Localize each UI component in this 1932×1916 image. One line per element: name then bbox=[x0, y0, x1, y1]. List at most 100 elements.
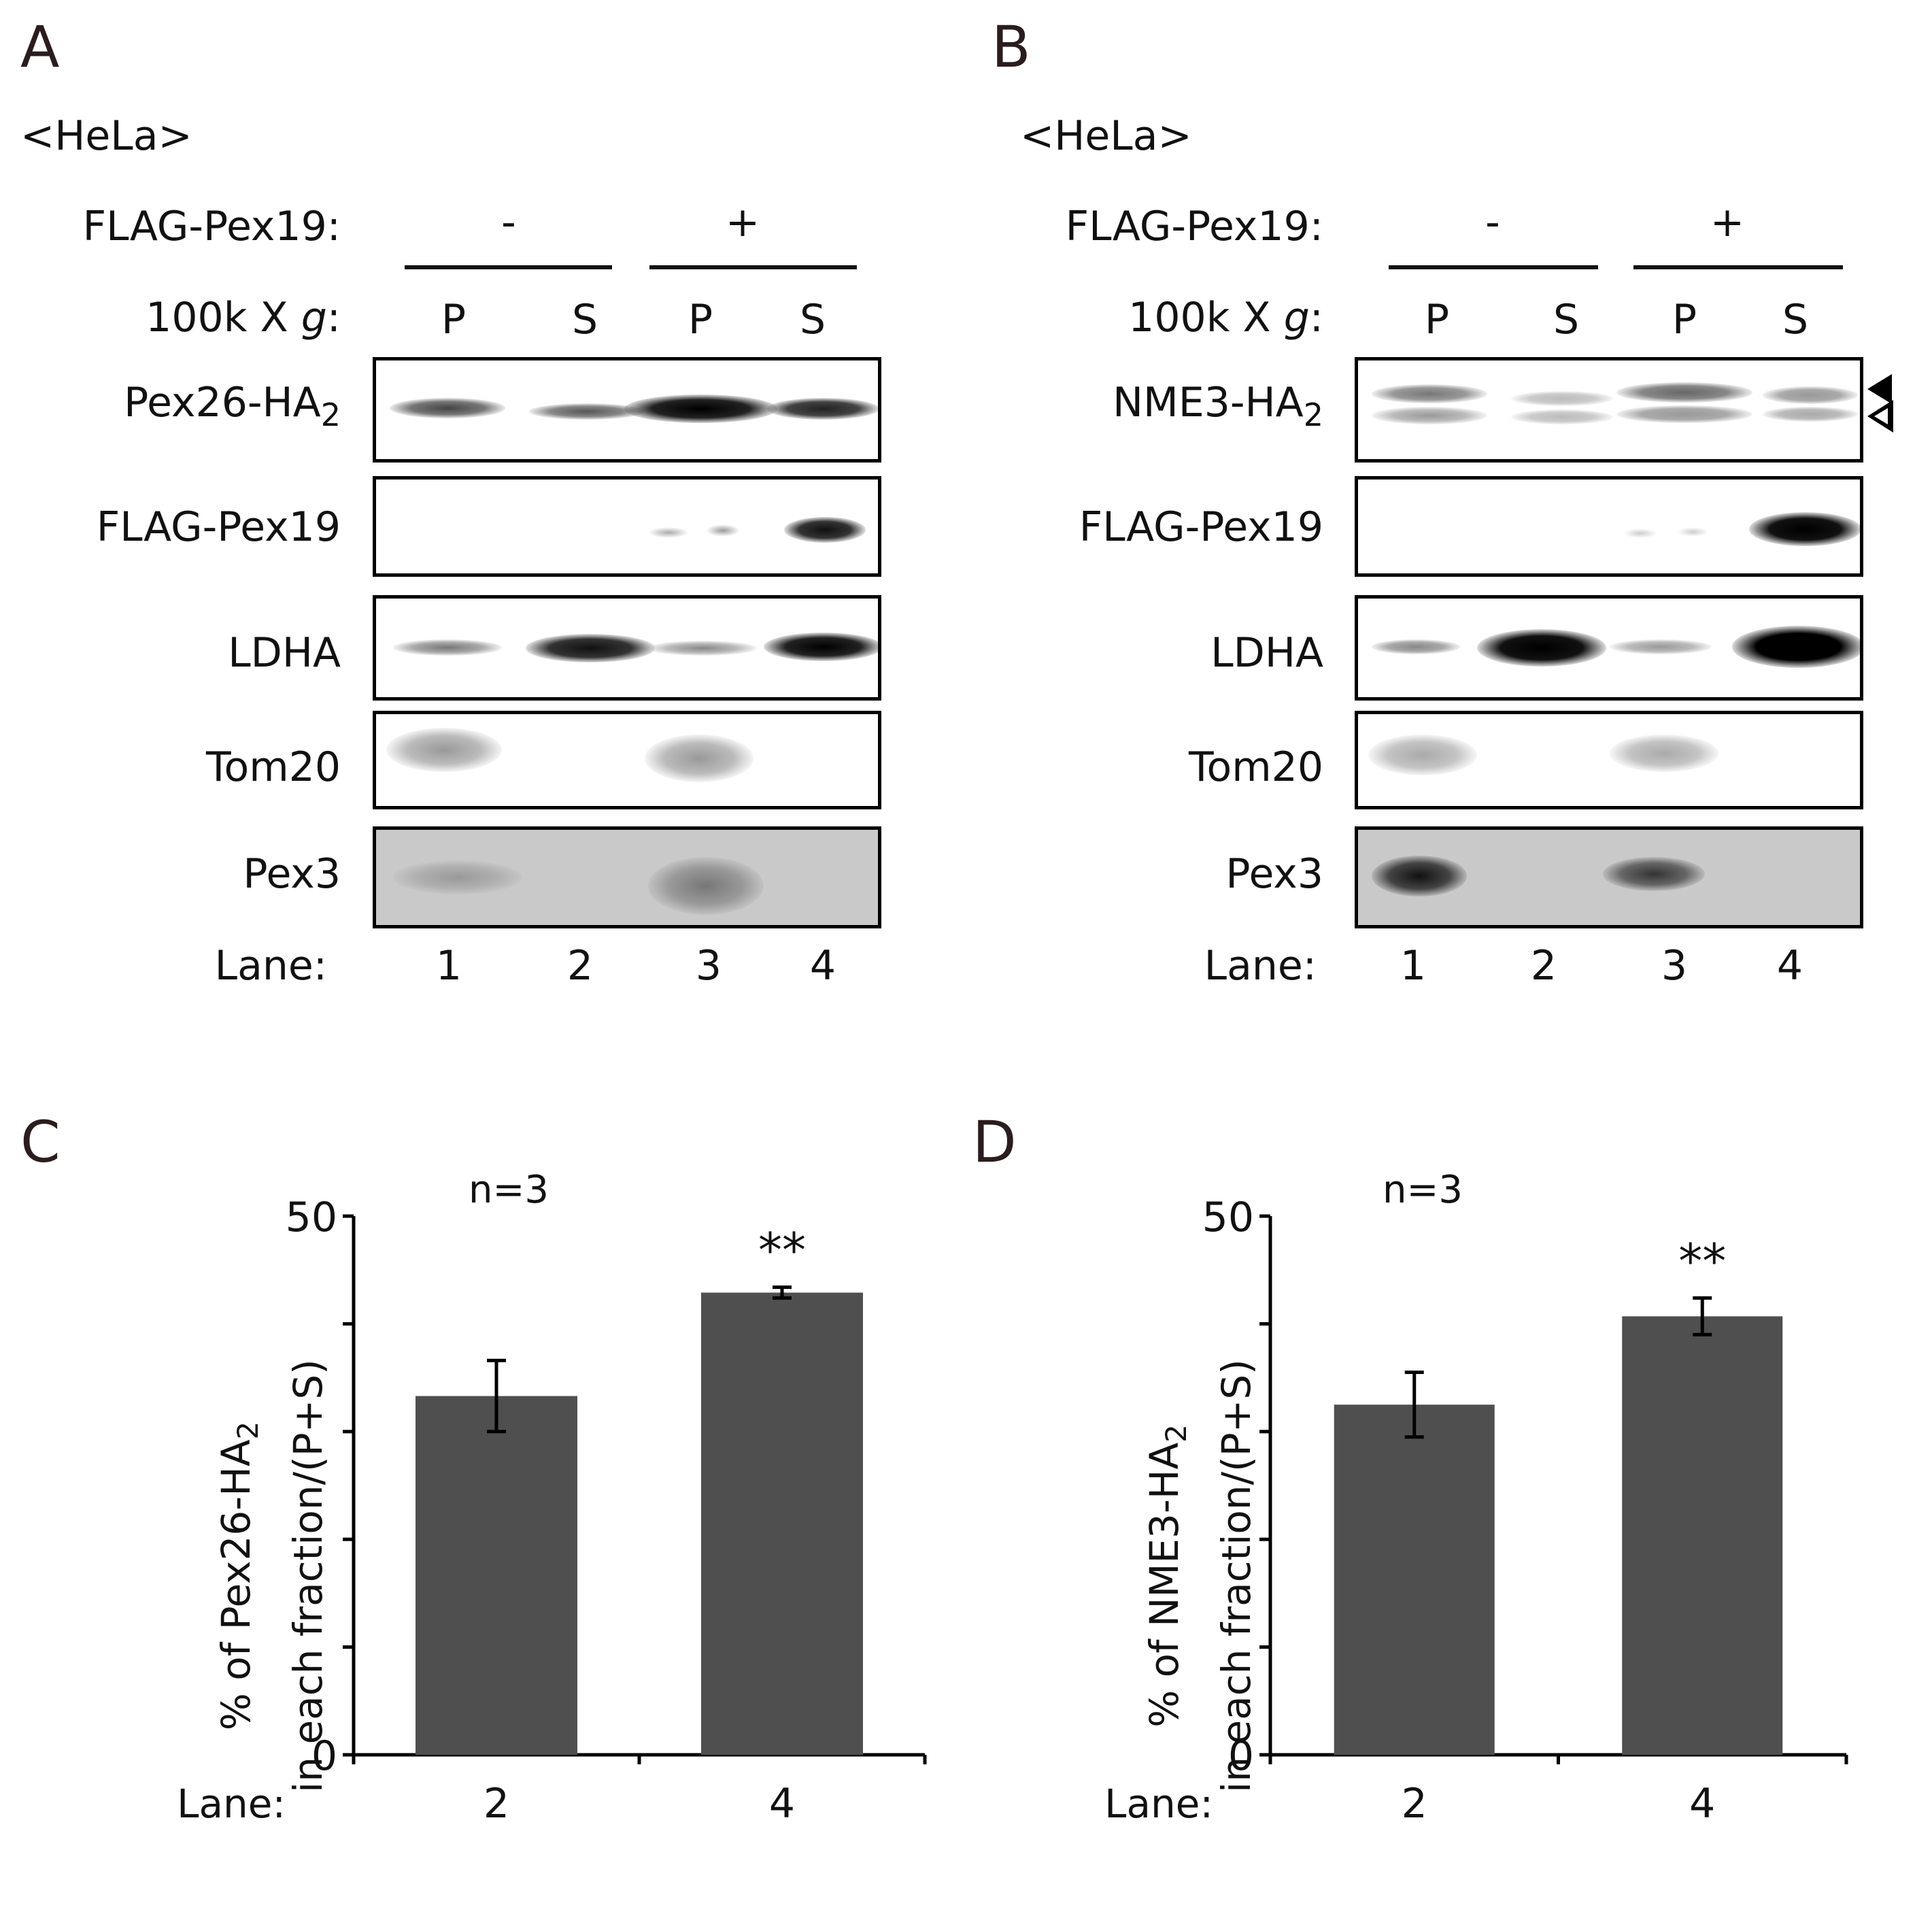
panel-c-chart: 0 50 2 ** 4 n=3 Lane: bbox=[177, 1168, 927, 1828]
x-tick-label: 4 bbox=[769, 1780, 795, 1828]
panel-a-plus: + bbox=[725, 199, 760, 246]
band bbox=[648, 641, 757, 656]
panel-d-chart: 0 50 2 ** 4 n=3 Lane: bbox=[1104, 1168, 1848, 1828]
band bbox=[393, 639, 502, 656]
band bbox=[1763, 386, 1858, 404]
panel-a-flag-label: FLAG-Pex19: bbox=[82, 203, 341, 250]
panel-a-fraction-4: S bbox=[799, 296, 826, 343]
panel-a-fraction-1: P bbox=[441, 296, 467, 343]
panel-c-letter: C bbox=[20, 1109, 61, 1175]
panel-b-minus-underline bbox=[1389, 265, 1598, 269]
band bbox=[1616, 405, 1752, 423]
blot-label-sub: 2 bbox=[320, 397, 341, 433]
band bbox=[645, 735, 753, 782]
filled-arrowhead-icon bbox=[1867, 374, 1892, 404]
panel-a-blot-label-pex26: Pex26-HA2 bbox=[124, 379, 341, 433]
band bbox=[767, 398, 878, 420]
band bbox=[386, 728, 502, 772]
band bbox=[784, 517, 866, 543]
x-tick-label: 2 bbox=[1402, 1780, 1427, 1828]
panel-a-plus-underline bbox=[649, 265, 857, 269]
bar bbox=[1334, 1405, 1495, 1755]
band bbox=[1749, 512, 1860, 546]
panel-a-blot-tom20 bbox=[373, 711, 881, 809]
x-tick-label: 2 bbox=[484, 1780, 509, 1828]
band bbox=[648, 527, 689, 538]
panel-a-lane-4: 4 bbox=[809, 942, 836, 990]
panel-a-letter: A bbox=[20, 14, 60, 80]
band bbox=[390, 398, 505, 418]
band bbox=[624, 394, 777, 423]
panel-a-minus-underline bbox=[405, 265, 612, 269]
blot-label-main: FLAG-Pex19 bbox=[96, 503, 341, 551]
band bbox=[1610, 639, 1712, 654]
band bbox=[1763, 407, 1858, 422]
panel-b-plus-underline bbox=[1633, 265, 1843, 269]
band bbox=[648, 857, 764, 915]
panel-d-letter: D bbox=[972, 1109, 1017, 1175]
blot-label-sub: 2 bbox=[1303, 397, 1323, 433]
g-colon: : bbox=[326, 294, 341, 341]
panel-b-blot-label-flag: FLAG-Pex19 bbox=[1079, 503, 1323, 551]
panel-b-blot-label-ldha: LDHA bbox=[1210, 629, 1323, 677]
panel-a-blot-flag bbox=[373, 476, 881, 577]
panel-b-lane-2: 2 bbox=[1530, 942, 1557, 990]
blot-label-main: Tom20 bbox=[1189, 743, 1323, 791]
panel-b-blot-tom20 bbox=[1355, 711, 1863, 809]
g-italic: g bbox=[301, 294, 327, 341]
panel-b-lane-label: Lane: bbox=[1204, 942, 1317, 990]
g-prefix: 100k X bbox=[146, 294, 301, 341]
bar bbox=[701, 1292, 863, 1755]
panel-b-minus: - bbox=[1485, 199, 1500, 246]
panel-b-letter: B bbox=[992, 14, 1031, 80]
g-colon: : bbox=[1309, 294, 1323, 341]
panel-b-lane-3: 3 bbox=[1661, 942, 1688, 990]
panel-a-blot-label-ldha: LDHA bbox=[228, 629, 341, 677]
band bbox=[1511, 391, 1613, 406]
band bbox=[1610, 735, 1718, 772]
band bbox=[764, 633, 878, 661]
x-axis-label: Lane: bbox=[1104, 1781, 1213, 1827]
panel-b-blot-ldha bbox=[1355, 595, 1863, 701]
panel-b-blot-flag bbox=[1355, 476, 1863, 577]
panel-b-plus: + bbox=[1710, 199, 1745, 246]
band bbox=[393, 860, 522, 894]
band bbox=[1372, 407, 1487, 424]
band bbox=[526, 634, 655, 662]
panel-a-minus: - bbox=[501, 199, 516, 246]
panel-b-fraction-3: P bbox=[1672, 296, 1697, 343]
panel-b-blot-pex3 bbox=[1355, 826, 1863, 928]
band bbox=[1732, 626, 1860, 668]
blot-label-main: LDHA bbox=[228, 629, 341, 677]
panel-a-lane-label: Lane: bbox=[214, 942, 327, 990]
panel-b-fraction-4: S bbox=[1782, 296, 1809, 343]
band bbox=[706, 524, 740, 537]
panel-b-flag-label: FLAG-Pex19: bbox=[1065, 203, 1323, 250]
panel-a-lane-1: 1 bbox=[435, 942, 462, 990]
chart-c-plot: 0 50 2 ** 4 n=3 Lane: bbox=[177, 1168, 927, 1828]
blot-label-main: FLAG-Pex19 bbox=[1079, 503, 1323, 551]
panel-a-blot-ldha bbox=[373, 595, 881, 701]
blot-label-main: Tom20 bbox=[206, 743, 341, 791]
blot-label-main: NME3-HA bbox=[1113, 379, 1304, 426]
x-axis-label: Lane: bbox=[177, 1781, 286, 1827]
panel-a-fraction-2: S bbox=[571, 296, 598, 343]
y-tick-label: 0 bbox=[1228, 1732, 1254, 1780]
x-tick-label: 4 bbox=[1689, 1780, 1715, 1828]
panel-a-lane-2: 2 bbox=[566, 942, 594, 990]
g-italic: g bbox=[1283, 294, 1310, 341]
panel-a-fraction-3: P bbox=[688, 296, 713, 343]
panel-b-fraction-1: P bbox=[1424, 296, 1450, 343]
y-tick-label: 50 bbox=[286, 1194, 337, 1241]
y-tick-label: 0 bbox=[311, 1732, 337, 1780]
panel-b-fraction-2: S bbox=[1553, 296, 1580, 343]
band bbox=[1603, 857, 1705, 891]
band bbox=[1616, 382, 1752, 403]
panel-a-blot-label-tom20: Tom20 bbox=[206, 743, 341, 791]
band bbox=[1678, 527, 1708, 537]
panel-a-blot-label-pex3: Pex3 bbox=[243, 850, 341, 898]
band bbox=[1372, 639, 1460, 654]
significance-label: ** bbox=[758, 1223, 806, 1279]
blot-label-main: Pex3 bbox=[243, 850, 341, 898]
panel-b-lane-4: 4 bbox=[1776, 942, 1803, 990]
